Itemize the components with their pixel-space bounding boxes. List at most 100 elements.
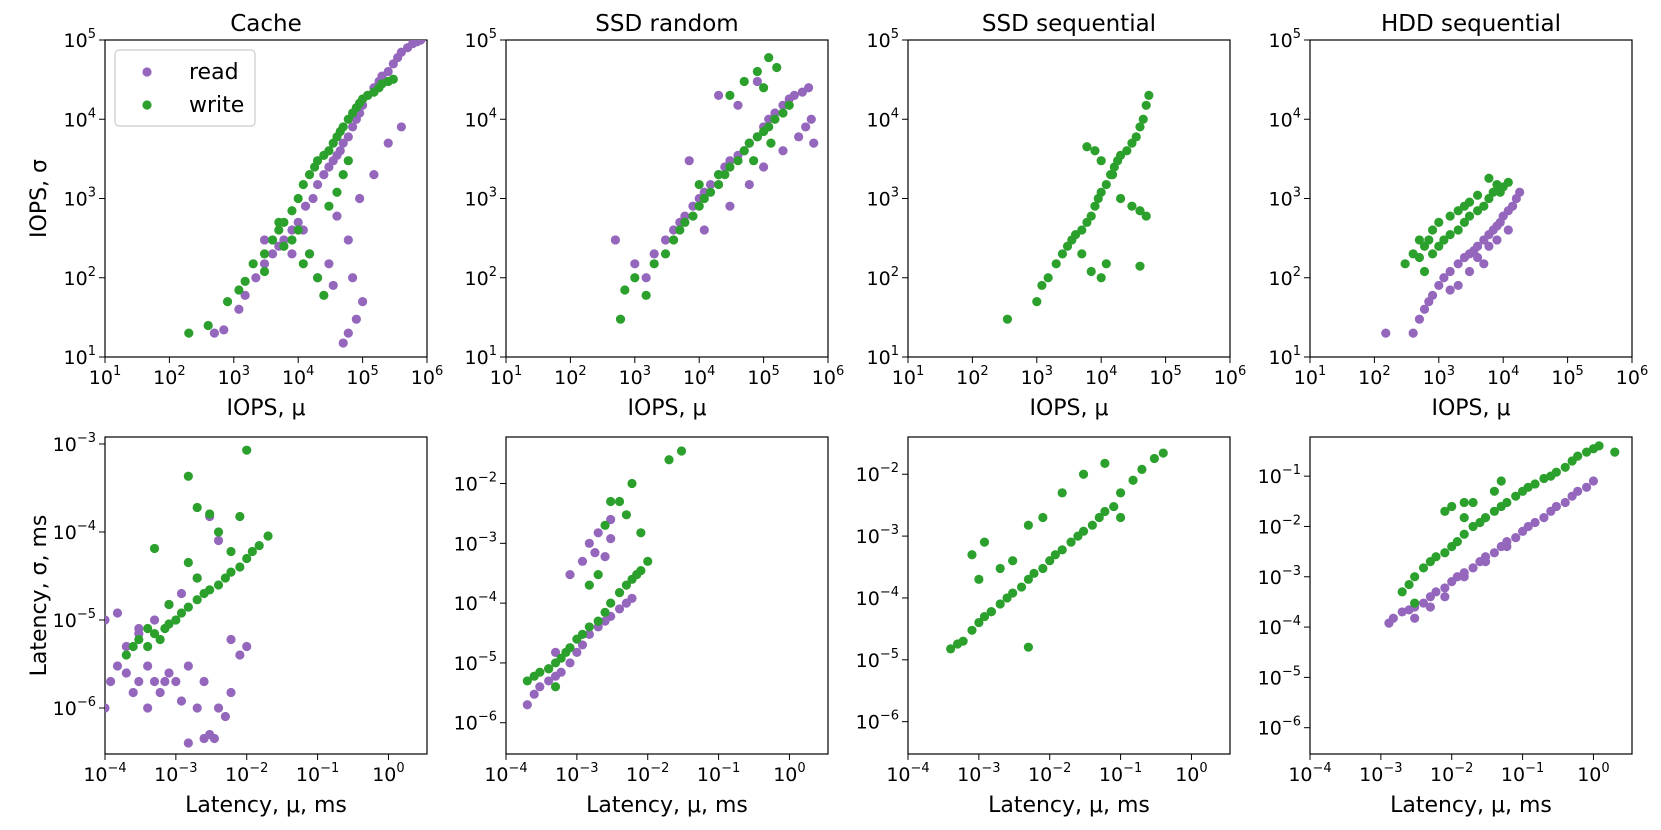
point-write bbox=[1094, 512, 1104, 523]
y-tick-label: 10−2 bbox=[454, 471, 497, 496]
point-write bbox=[287, 206, 297, 216]
x-tick-label: 104 bbox=[1085, 364, 1117, 389]
x-tick-mantissa: 10 bbox=[372, 764, 396, 786]
point-write bbox=[1594, 441, 1604, 451]
point-write bbox=[739, 76, 749, 87]
point-read bbox=[584, 629, 594, 640]
point-write bbox=[1484, 173, 1494, 183]
point-write bbox=[324, 201, 334, 211]
y-tick-label: 103 bbox=[64, 186, 96, 211]
x-tick-mantissa: 10 bbox=[282, 367, 306, 389]
point-write bbox=[1459, 497, 1469, 508]
point-write bbox=[688, 211, 698, 221]
point-read bbox=[1560, 497, 1570, 508]
x-tick-exponent: 3 bbox=[643, 364, 651, 379]
point-read bbox=[287, 249, 297, 259]
point-read bbox=[1414, 314, 1425, 324]
point-read bbox=[759, 162, 769, 172]
point-read bbox=[235, 650, 245, 660]
x-tick-exponent: 6 bbox=[435, 364, 443, 379]
y-tick-label: 10−5 bbox=[53, 607, 96, 632]
x-tick-mantissa: 10 bbox=[490, 367, 514, 389]
x-tick-label: 106 bbox=[1616, 364, 1648, 389]
point-write bbox=[660, 249, 671, 259]
point-write bbox=[1149, 453, 1159, 464]
y-tick-mantissa: 10 bbox=[856, 650, 880, 672]
point-write bbox=[1453, 225, 1463, 235]
point-read bbox=[220, 711, 230, 722]
point-write bbox=[247, 546, 257, 557]
x-tick-exponent: 3 bbox=[1045, 364, 1053, 379]
x-tick-mantissa: 10 bbox=[154, 764, 178, 786]
x-tick-mantissa: 10 bbox=[1358, 367, 1382, 389]
x-tick-exponent: 5 bbox=[371, 364, 379, 379]
point-write bbox=[1002, 314, 1013, 324]
x-tick-label: 10−4 bbox=[484, 761, 527, 786]
point-read bbox=[328, 280, 338, 291]
x-tick-mantissa: 10 bbox=[1021, 367, 1045, 389]
point-write bbox=[1397, 587, 1407, 597]
point-write bbox=[183, 602, 193, 612]
point-write bbox=[744, 138, 754, 148]
point-write bbox=[1459, 217, 1470, 227]
point-read bbox=[627, 593, 637, 603]
x-tick-mantissa: 10 bbox=[892, 367, 916, 389]
x-tick-mantissa: 10 bbox=[956, 367, 980, 389]
point-write bbox=[1115, 512, 1126, 523]
point-write bbox=[986, 607, 996, 617]
x-tick-exponent: 3 bbox=[242, 364, 250, 379]
point-read bbox=[319, 170, 329, 180]
y-tick-label: 104 bbox=[465, 106, 497, 131]
point-write bbox=[312, 156, 323, 166]
point-read bbox=[544, 676, 554, 686]
point-write bbox=[304, 170, 315, 180]
point-write bbox=[388, 74, 398, 84]
y-tick-label: 10−1 bbox=[1258, 463, 1301, 488]
point-write bbox=[621, 510, 631, 520]
point-write bbox=[641, 290, 651, 300]
point-read bbox=[343, 132, 353, 142]
point-read bbox=[789, 90, 799, 100]
point-write bbox=[1096, 156, 1106, 166]
point-write bbox=[606, 496, 616, 507]
point-read bbox=[1453, 259, 1463, 269]
x-tick-exponent: 5 bbox=[1576, 364, 1584, 379]
y-tick-exponent: −4 bbox=[1282, 614, 1301, 629]
point-write bbox=[1459, 529, 1469, 539]
point-write bbox=[213, 580, 224, 590]
point-write bbox=[1447, 501, 1457, 512]
point-read bbox=[324, 259, 334, 269]
point-write bbox=[343, 156, 353, 166]
point-write bbox=[1096, 273, 1106, 283]
point-write bbox=[1400, 259, 1410, 269]
point-write bbox=[1135, 122, 1145, 132]
point-write bbox=[739, 146, 749, 156]
point-read bbox=[1452, 572, 1462, 582]
point-write bbox=[1502, 497, 1512, 508]
y-tick-label: 10−5 bbox=[1258, 664, 1301, 689]
y-tick-mantissa: 10 bbox=[1269, 109, 1293, 131]
point-read bbox=[1523, 521, 1533, 532]
x-tick-mantissa: 10 bbox=[1430, 764, 1454, 786]
y-tick-label: 10−2 bbox=[856, 461, 899, 486]
point-read bbox=[565, 570, 575, 580]
point-read bbox=[149, 676, 160, 687]
point-write bbox=[620, 285, 630, 295]
point-read bbox=[565, 658, 575, 668]
point-write bbox=[593, 570, 603, 580]
x-tick-label: 101 bbox=[89, 364, 121, 389]
point-write bbox=[1057, 545, 1067, 555]
point-write bbox=[1427, 249, 1438, 259]
point-read bbox=[358, 297, 368, 307]
point-write bbox=[593, 616, 603, 626]
point-read bbox=[1445, 285, 1455, 295]
point-write bbox=[764, 52, 774, 63]
point-write bbox=[222, 297, 233, 307]
point-write bbox=[676, 446, 687, 456]
x-tick-exponent: 0 bbox=[1199, 761, 1207, 776]
point-write bbox=[1023, 574, 1033, 584]
y-tick-exponent: 1 bbox=[88, 344, 96, 359]
point-read bbox=[143, 703, 153, 713]
y-tick-mantissa: 10 bbox=[64, 30, 88, 52]
y-tick-exponent: 5 bbox=[891, 27, 899, 42]
